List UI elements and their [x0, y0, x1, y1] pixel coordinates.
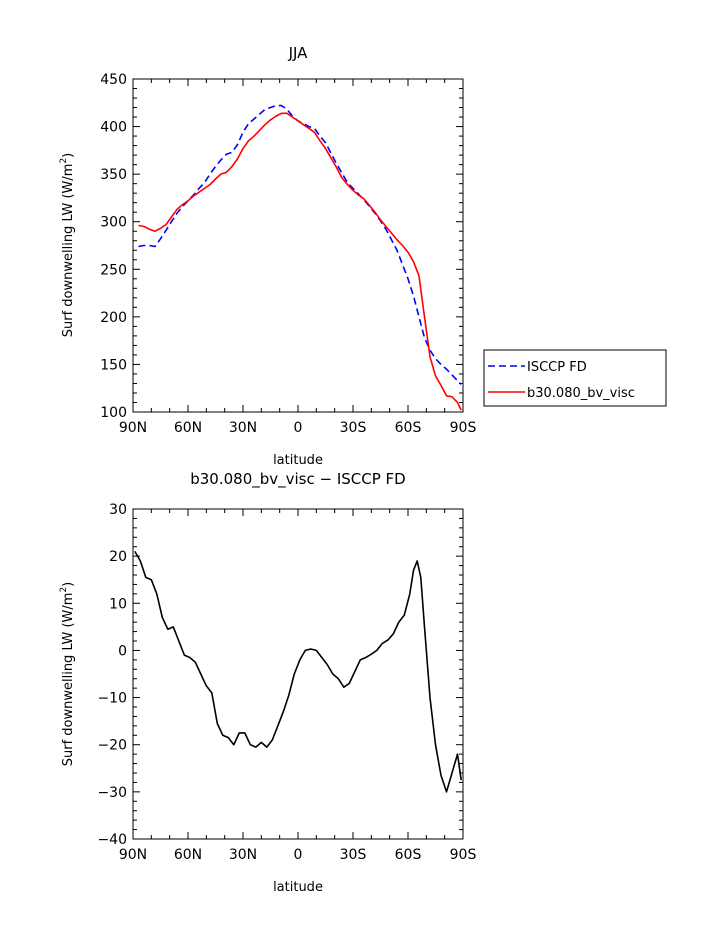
top-x-tick-label: 60S [395, 420, 422, 436]
bottom-x-tick-label: 60N [174, 847, 202, 863]
legend-label-isccp: ISCCP FD [527, 360, 587, 375]
top-x-tick-label: 90S [450, 420, 477, 436]
bottom-panel: b30.080_bv_visc − ISCCP FD 90N 60N 30N 0 30S… [59, 470, 476, 895]
bottom-series-line-diff-0 [134, 550, 462, 793]
legend-box [483, 349, 667, 407]
bottom-y-tick-label: 20 [109, 549, 127, 565]
top-x-tick-label: 30S [340, 420, 367, 436]
bottom-axis-ticks [132, 508, 464, 840]
top-x-tick-label: 0 [294, 420, 303, 436]
legend-label-model: b30.080_bv_visc [527, 386, 635, 401]
top-y-tick-label: 100 [100, 405, 127, 421]
bottom-chart-title: b30.080_bv_visc − ISCCP FD [190, 470, 406, 489]
bottom-y-tick-label: −30 [97, 785, 127, 801]
top-y-tick-label: 300 [100, 215, 127, 231]
top-chart-title: JJA [288, 44, 309, 62]
bottom-series-group [134, 550, 462, 793]
top-y-tick-label: 150 [100, 357, 127, 373]
bottom-y-axis-label: Surf downwelling LW (W/m2) [59, 582, 76, 767]
top-series-line-isccp-fd [138, 104, 462, 385]
top-panel: JJA 90N 60N 30N 0 30S 60S 90S 100 150 200 250 300 3… [59, 44, 476, 468]
top-y-tick-label: 200 [100, 310, 127, 326]
bottom-x-tick-label: 0 [294, 847, 303, 863]
top-y-tick-label: 400 [100, 120, 127, 136]
top-y-axis-label: Surf downwelling LW (W/m2) [59, 153, 76, 338]
top-y-tick-labels: 100 150 200 250 300 350 400 450 [100, 72, 127, 421]
bottom-plot-frame [132, 508, 464, 840]
legend: ISCCP FD b30.080_bv_visc [483, 349, 667, 407]
top-plot-frame [132, 78, 464, 413]
top-y-tick-label: 450 [100, 72, 127, 88]
bottom-x-tick-label: 90N [119, 847, 147, 863]
bottom-x-axis-label: latitude [273, 880, 323, 895]
top-x-tick-label: 90N [119, 420, 147, 436]
bottom-y-tick-label: 10 [109, 596, 127, 612]
top-x-tick-labels: 90N 60N 30N 0 30S 60S 90S [119, 420, 477, 436]
bottom-y-tick-label: −10 [97, 691, 127, 707]
top-x-tick-label: 30N [229, 420, 257, 436]
top-y-tick-label: 250 [100, 262, 127, 278]
bottom-y-tick-label: 0 [118, 643, 127, 659]
top-y-tick-label: 350 [100, 167, 127, 183]
bottom-y-tick-label: −20 [97, 738, 127, 754]
bottom-y-tick-labels: −40 −30 −20 −10 0 10 20 30 [97, 502, 127, 848]
top-x-tick-label: 60N [174, 420, 202, 436]
top-x-axis-label: latitude [273, 453, 323, 468]
bottom-x-tick-labels: 90N 60N 30N 0 30S 60S 90S [119, 847, 477, 863]
bottom-y-tick-label: 30 [109, 502, 127, 518]
bottom-x-tick-label: 60S [395, 847, 422, 863]
top-series-line-b30-080-bv-visc [138, 112, 462, 411]
bottom-y-tick-label: −40 [97, 832, 127, 848]
bottom-x-tick-label: 30N [229, 847, 257, 863]
top-axis-ticks [132, 78, 464, 413]
bottom-x-tick-label: 30S [340, 847, 367, 863]
top-series-group [138, 104, 462, 411]
bottom-x-tick-label: 90S [450, 847, 477, 863]
